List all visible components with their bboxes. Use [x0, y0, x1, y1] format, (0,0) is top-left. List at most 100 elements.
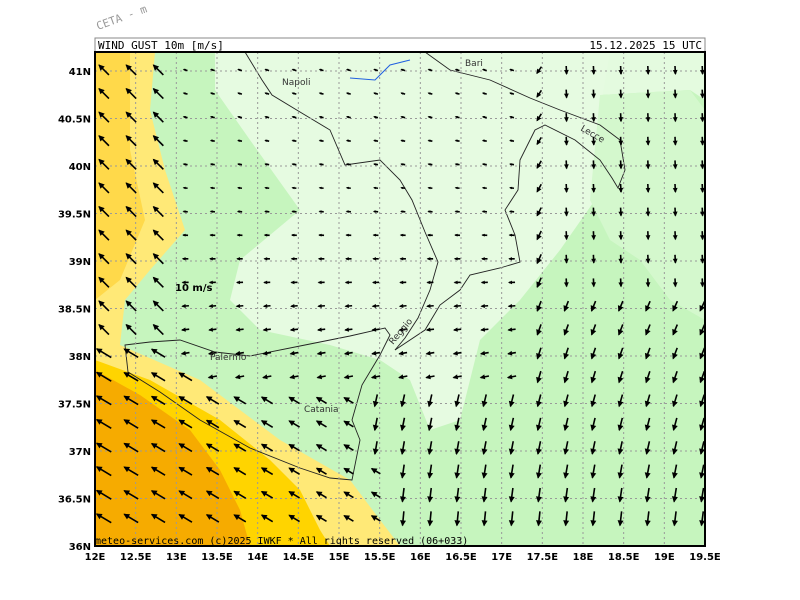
arrow-head [123, 490, 131, 496]
arrow-head [125, 276, 132, 284]
arrow-head [426, 233, 431, 237]
arrow-head [318, 68, 322, 72]
arrow-head [480, 327, 486, 332]
arrow-head [205, 467, 213, 473]
arrow-head [345, 186, 349, 190]
arrow-head [564, 282, 569, 288]
arrow-head [618, 140, 624, 146]
arrow-head [536, 329, 542, 336]
arrow-head [152, 253, 160, 260]
arrow-head [236, 257, 241, 261]
arrow-head [480, 280, 485, 285]
arrow-head [317, 280, 322, 285]
arrow-head [454, 186, 458, 190]
arrow-head [125, 111, 132, 118]
arrow-head [700, 164, 705, 170]
arrow-head [315, 396, 323, 403]
arrow-head [152, 64, 160, 71]
arrow-head [260, 443, 268, 450]
arrow-head [427, 139, 431, 142]
lat-label: 38.5N [58, 305, 91, 316]
arrow-head [233, 467, 241, 473]
arrow-head [564, 117, 569, 123]
arrow-head [237, 186, 241, 190]
arrow-head [536, 305, 542, 312]
arrow-head [98, 64, 105, 71]
arrow-head [452, 374, 459, 380]
arrow-head [699, 376, 705, 384]
field [95, 52, 705, 546]
arrow-head [260, 396, 268, 403]
arrow-head [288, 514, 296, 521]
arrow-head [535, 472, 542, 479]
arrow-head [563, 520, 570, 527]
arrow-head [95, 513, 103, 520]
arrow-head [400, 424, 406, 432]
arrow-head [125, 87, 132, 95]
arrow-head [672, 93, 678, 99]
arrow-head [508, 233, 513, 237]
lon-label: 15.5E [364, 552, 396, 563]
arrow-head [481, 520, 488, 527]
mid-zone [590, 90, 705, 320]
arrow-head [98, 135, 105, 142]
arrow-head [700, 117, 705, 123]
arrow-head [591, 140, 596, 146]
arrow-head [699, 400, 705, 408]
arrow-head [237, 92, 241, 95]
arrow-head [123, 419, 131, 425]
arrow-head [291, 92, 295, 95]
arrow-head [699, 496, 705, 503]
arrow-head [617, 305, 624, 312]
arrow-head [591, 258, 596, 264]
arrow-head [481, 116, 486, 119]
lon-label: 16E [410, 552, 431, 563]
arrow-head [399, 233, 404, 237]
arrow-head [536, 281, 542, 289]
arrow-head [617, 400, 624, 408]
wind-arrows [95, 64, 705, 527]
arrow-head [700, 258, 705, 264]
arrow-head [318, 210, 322, 213]
arrow-head [671, 424, 678, 432]
arrow-head [699, 448, 705, 455]
arrow-head [454, 424, 461, 432]
arrow-head [372, 257, 377, 261]
arrow-head [671, 472, 678, 479]
arrow-head [123, 466, 131, 473]
arrow-head [289, 374, 295, 380]
map-title: WIND_GUST_10m_[m/s] [98, 39, 224, 52]
lon-label: 17.5E [527, 552, 559, 563]
arrow-head [564, 187, 569, 193]
arrow-head [318, 139, 322, 142]
arrow-head [481, 496, 488, 503]
lon-label: 14.5E [283, 552, 315, 563]
arrow-head [288, 420, 296, 427]
arrow-head [590, 520, 597, 527]
place-label: Bari [465, 59, 483, 69]
arrow-head [344, 280, 349, 285]
arrow-head [645, 258, 651, 264]
arrow-head [98, 276, 105, 284]
arrow-head [564, 258, 569, 264]
lat-label: 40.5N [58, 115, 91, 126]
arrow-head [700, 282, 705, 288]
arrow-head [98, 111, 105, 118]
arrow-head [289, 350, 295, 356]
arrow-head [345, 92, 350, 95]
arrow-head [317, 327, 322, 332]
arrow-head [699, 328, 705, 336]
arrow-head [672, 328, 678, 336]
arrow-head [454, 472, 461, 479]
arrow-head [205, 514, 213, 520]
arrow-head [182, 163, 186, 166]
arrow-head [672, 69, 678, 75]
arrow-head [98, 229, 105, 236]
arrow-head [672, 235, 678, 241]
arrow-head [618, 211, 624, 217]
arrow-head [427, 116, 431, 119]
arrow-head [453, 304, 458, 308]
arrow-head [618, 93, 624, 99]
sicily [124, 327, 391, 481]
arrow-head [536, 92, 542, 98]
